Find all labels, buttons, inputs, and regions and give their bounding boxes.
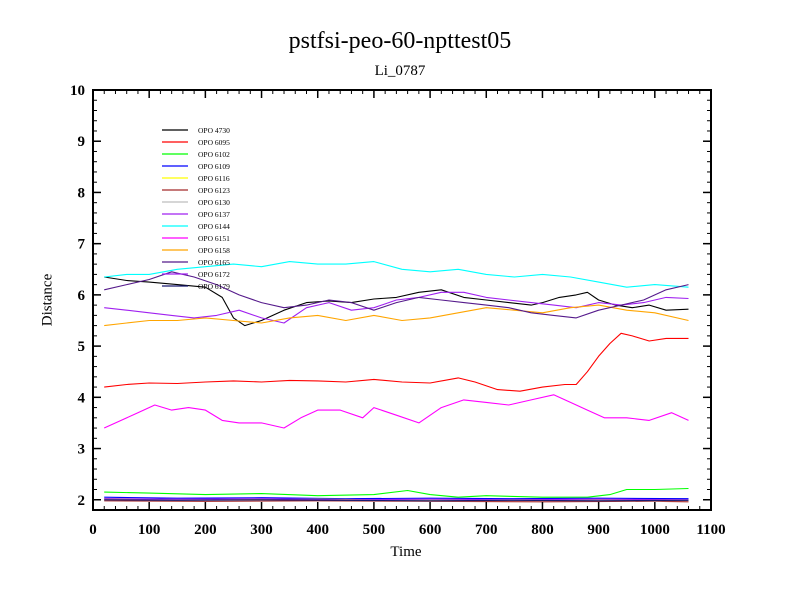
legend-label: OPO 6165 [198, 258, 230, 267]
x-tick-label: 800 [531, 522, 554, 538]
y-tick-label: 5 [78, 339, 86, 355]
x-tick-label: 300 [250, 522, 273, 538]
series-line-10 [103, 394, 689, 429]
y-tick-label: 3 [78, 442, 86, 458]
legend-label: OPO 6109 [198, 162, 230, 171]
x-axis: 0 100 200 300 400 500 600 700 800 900 1000 1100 [89, 90, 726, 538]
y-tick-label: 10 [70, 83, 85, 99]
legend-label: OPO 6123 [198, 186, 230, 195]
x-tick-label: 700 [475, 522, 498, 538]
series-line-2 [104, 332, 689, 392]
series-line-11 [104, 304, 689, 327]
series-line-14 [104, 499, 689, 502]
legend-label: OPO 6144 [198, 222, 230, 231]
chart-title: pstfsi-peo-60-npttest05 [288, 28, 512, 54]
legend-label: OPO 6095 [198, 138, 230, 147]
legend-label: OPO 6130 [198, 198, 230, 207]
x-tick-label: 0 [89, 522, 97, 538]
x-tick-label: 900 [587, 522, 610, 538]
y-tick-label: 2 [78, 493, 86, 509]
legend-label: OPO 6172 [198, 270, 230, 279]
series-line-8 [104, 291, 689, 324]
legend-label: OPO 6116 [198, 174, 230, 183]
x-tick-label: 1000 [640, 522, 670, 538]
legend-label: OPO 6102 [198, 150, 230, 159]
x-tick-label: 500 [363, 522, 386, 538]
legend-label: OPO 6179 [198, 282, 230, 291]
y-tick-label: 8 [78, 185, 86, 201]
x-tick-label: 1100 [696, 522, 725, 538]
series-line-9 [104, 261, 689, 288]
plot-frame [92, 89, 712, 511]
chart-subtitle: Li_0787 [374, 63, 426, 79]
y-axis: 2 3 4 5 6 7 8 9 10 [70, 83, 711, 511]
y-tick-label: 4 [78, 390, 86, 406]
legend-label: OPO 4730 [198, 126, 230, 135]
series-line-12 [104, 271, 689, 319]
series-layer [103, 261, 689, 503]
x-tick-label: 600 [419, 522, 442, 538]
series-line-1 [104, 276, 689, 327]
y-tick-label: 7 [78, 237, 86, 253]
legend-label: OPO 6158 [198, 246, 230, 255]
series-line-13 [104, 498, 689, 501]
y-tick-label: 9 [78, 134, 86, 150]
legend-label: OPO 6151 [198, 234, 230, 243]
legend-label: OPO 6137 [198, 210, 230, 219]
series-line-4 [104, 496, 689, 500]
x-tick-label: 400 [306, 522, 329, 538]
x-tick-label: 200 [194, 522, 217, 538]
x-axis-label: Time [390, 544, 422, 560]
series-line-3 [104, 487, 689, 498]
y-tick-label: 6 [78, 288, 86, 304]
legend: OPO 4730 OPO 6095 OPO 6102 OPO 6109 OPO 6116… [162, 126, 230, 291]
x-tick-label: 100 [138, 522, 161, 538]
